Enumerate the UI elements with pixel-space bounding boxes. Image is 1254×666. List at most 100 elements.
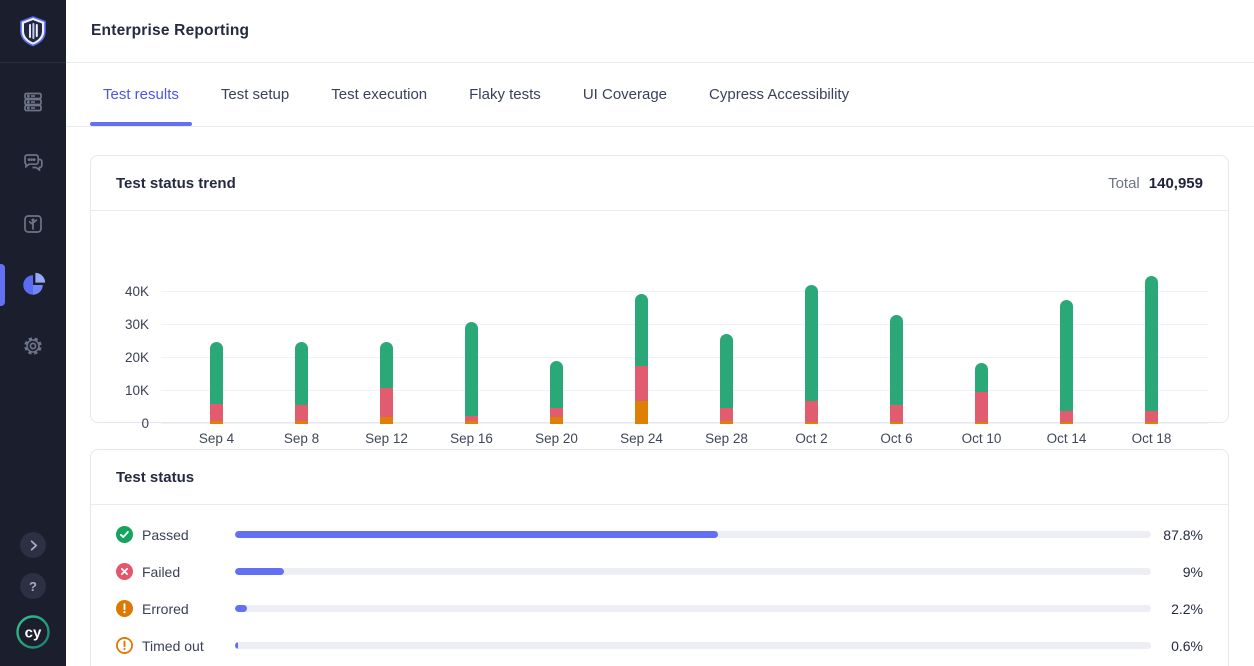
status-label: Errored	[142, 601, 235, 617]
bar-segment-passed[interactable]	[890, 315, 903, 405]
bar-segment-errored[interactable]	[635, 401, 648, 424]
bar-segment-failed[interactable]	[550, 408, 563, 418]
app-logo-button[interactable]	[0, 0, 66, 63]
bar-segment-passed[interactable]	[465, 322, 478, 416]
bar-segment-errored[interactable]	[890, 422, 903, 424]
bar-segment-failed[interactable]	[210, 404, 223, 421]
bar-segment-errored[interactable]	[465, 421, 478, 424]
bar-segment-errored[interactable]	[550, 417, 563, 424]
status-card-title: Test status	[116, 469, 194, 486]
progress-track	[235, 531, 1151, 538]
main-area: Enterprise Reporting Test results Test se…	[66, 0, 1254, 666]
bar-segment-failed[interactable]	[975, 392, 988, 422]
bar-segment-errored[interactable]	[210, 421, 223, 424]
progress-track	[235, 605, 1151, 612]
bar-segment-failed[interactable]	[295, 405, 308, 422]
page-title: Enterprise Reporting	[91, 22, 249, 40]
bar-segment-passed[interactable]	[1060, 300, 1073, 412]
bar-segment-passed[interactable]	[805, 285, 818, 401]
x-axis-label: Oct 18	[1109, 431, 1194, 446]
x-circle-icon	[116, 563, 133, 580]
bar-segment-failed[interactable]	[720, 408, 733, 422]
trend-total: Total140,959	[1108, 175, 1203, 192]
y-axis-tick-label: 10K	[79, 382, 149, 400]
bar-group[interactable]	[769, 259, 854, 424]
bar-segment-passed[interactable]	[295, 342, 308, 405]
progress-fill	[235, 605, 247, 612]
bar-segment-passed[interactable]	[1145, 276, 1158, 411]
status-row-errored: Errored2.2%	[116, 590, 1203, 627]
progress-track	[235, 568, 1151, 575]
bar-group[interactable]	[344, 259, 429, 424]
total-value: 140,959	[1149, 175, 1203, 192]
status-label: Timed out	[142, 638, 235, 654]
bar-group[interactable]	[599, 259, 684, 424]
test-status-card: Test status Passed87.8%Failed9%Errored2.…	[90, 449, 1229, 666]
bar-segment-failed[interactable]	[635, 366, 648, 401]
chat-bubbles-icon	[21, 151, 45, 175]
sidebar-item-settings[interactable]	[0, 331, 66, 361]
bar-segment-failed[interactable]	[380, 388, 393, 418]
status-percentage: 9%	[1151, 564, 1203, 580]
bar-group[interactable]	[514, 259, 599, 424]
bar-segment-failed[interactable]	[805, 401, 818, 422]
expand-sidebar-button[interactable]	[20, 532, 46, 558]
x-axis-label: Oct 6	[854, 431, 939, 446]
bar-group[interactable]	[429, 259, 514, 424]
bar-segment-errored[interactable]	[720, 421, 733, 424]
active-indicator	[0, 264, 5, 306]
bar-segment-passed[interactable]	[635, 294, 648, 367]
status-percentage: 87.8%	[1151, 527, 1203, 543]
app-root: ? cy Enterprise Reporting Test resultsTe…	[0, 0, 1254, 666]
progress-track	[235, 642, 1151, 649]
bar-segment-errored[interactable]	[1060, 422, 1073, 424]
sidebar-item-insights[interactable]	[0, 270, 66, 300]
bar-segment-failed[interactable]	[1145, 411, 1158, 422]
x-axis-label: Sep 24	[599, 431, 684, 446]
chart-plot-area: 010K20K30K40K	[161, 259, 1208, 424]
tab-flaky-tests[interactable]: Flaky tests	[469, 63, 541, 126]
cypress-logo-icon: cy	[15, 614, 51, 650]
bar-segment-passed[interactable]	[550, 361, 563, 407]
help-button[interactable]: ?	[20, 573, 46, 599]
exclamation-circle-icon	[116, 600, 133, 617]
bar-segment-failed[interactable]	[890, 405, 903, 422]
bar-segment-errored[interactable]	[805, 422, 818, 424]
bar-group[interactable]	[174, 259, 259, 424]
x-axis: Sep 4Sep 8Sep 12Sep 16Sep 20Sep 24Sep 28…	[174, 431, 1194, 446]
pie-chart-icon	[20, 272, 46, 298]
shield-logo-icon	[15, 13, 51, 49]
bar-segment-passed[interactable]	[210, 342, 223, 405]
tab-bar: Test results Test setup Test execution Flak…	[66, 63, 1254, 127]
progress-fill	[235, 531, 718, 538]
bar-segment-errored[interactable]	[1145, 422, 1158, 424]
bar-group[interactable]	[684, 259, 769, 424]
bar-segment-errored[interactable]	[380, 417, 393, 424]
bar-segment-failed[interactable]	[1060, 411, 1073, 422]
bar-segment-passed[interactable]	[975, 363, 988, 392]
y-axis-tick-label: 0	[79, 415, 149, 433]
bar-group[interactable]	[939, 259, 1024, 424]
sidebar-item-runs[interactable]	[0, 87, 66, 117]
bar-segment-passed[interactable]	[720, 334, 733, 408]
progress-fill	[235, 568, 284, 575]
bar-segment-errored[interactable]	[975, 422, 988, 424]
sidebar-item-messages[interactable]	[0, 148, 66, 178]
y-axis-tick-label: 30K	[79, 316, 149, 334]
sidebar-bottom: ? cy	[15, 532, 51, 666]
bar-segment-errored[interactable]	[295, 421, 308, 424]
x-axis-label: Oct 14	[1024, 431, 1109, 446]
cypress-logo-button[interactable]: cy	[15, 614, 51, 650]
sidebar-item-branches[interactable]	[0, 209, 66, 239]
tab-ui-coverage[interactable]: UI Coverage	[583, 63, 667, 126]
tab-test-execution[interactable]: Test execution	[331, 63, 427, 126]
bar-group[interactable]	[854, 259, 939, 424]
bar-group[interactable]	[1024, 259, 1109, 424]
bar-group[interactable]	[1109, 259, 1194, 424]
status-label: Passed	[142, 527, 235, 543]
tab-test-setup[interactable]: Test setup	[221, 63, 289, 126]
tab-cypress-accessibility[interactable]: Cypress Accessibility	[709, 63, 849, 126]
tab-test-results[interactable]: Test results	[103, 63, 179, 126]
bar-segment-passed[interactable]	[380, 342, 393, 388]
bar-group[interactable]	[259, 259, 344, 424]
